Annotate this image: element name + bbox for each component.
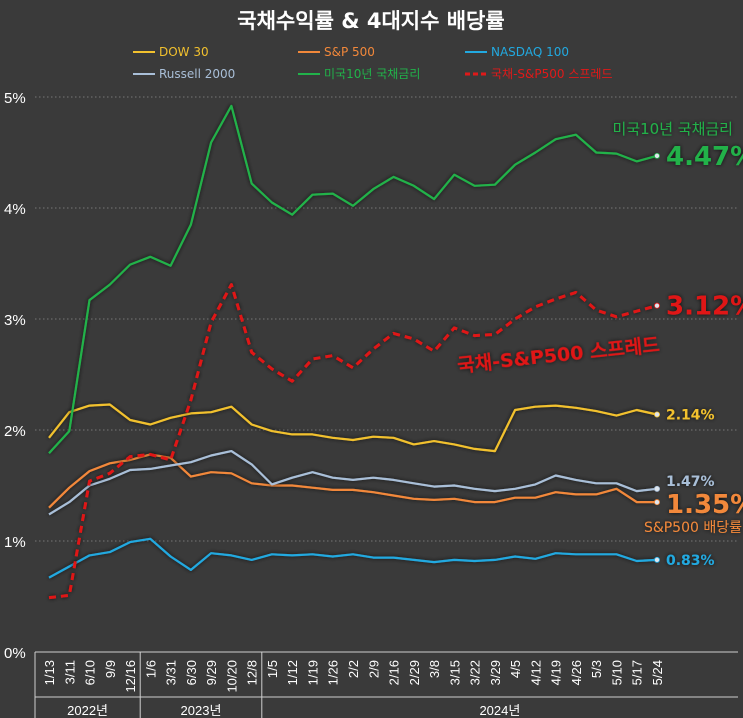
spread-side-label: 국채-S&P500 스프레드 [456, 334, 660, 377]
y-tick-label: 3% [4, 312, 26, 329]
legend-entry: S&P 500 [324, 45, 375, 59]
x-tick-label: 2/9 [366, 660, 381, 678]
y-axis: 0% 1% 2% 3% 4% 5% [4, 90, 26, 662]
x-tick-label: 3/15 [447, 660, 462, 685]
x-tick-label: 1/19 [305, 660, 320, 685]
y-tick-label: 2% [4, 423, 26, 440]
x-tick-label: 3/11 [62, 660, 77, 684]
x-tick-label: 1/12 [285, 660, 300, 685]
series-line [48, 104, 658, 455]
series-line [48, 283, 658, 600]
x-tick-label: 6/30 [184, 660, 199, 685]
y-tick-label: 4% [4, 201, 26, 218]
x-tick-label: 2/2 [346, 660, 361, 678]
x-tick-label: 4/19 [549, 660, 564, 685]
sp500-dividend-side-label: S&P500 배당률 [644, 520, 742, 536]
x-tick-label: 1/5 [265, 660, 280, 678]
x-tick-label: 9/29 [204, 660, 219, 685]
x-tick-label: 5/17 [630, 660, 645, 685]
legend-entry: DOW 30 [159, 45, 209, 59]
year-group-label: 2024년 [479, 703, 520, 718]
series-end-marker [654, 411, 661, 418]
x-tick-label: 2/29 [407, 660, 422, 685]
x-tick-label: 4/5 [508, 660, 523, 678]
legend: DOW 30 S&P 500 NASDAQ 100 Russell 2000 미국10년… [133, 45, 613, 81]
x-tick-label: 3/22 [468, 660, 483, 685]
x-tick-label: 12/8 [245, 660, 260, 685]
x-tick-label: 4/26 [569, 660, 584, 685]
x-tick-label: 2/16 [387, 660, 402, 685]
x-tick-label: 5/3 [589, 660, 604, 678]
x-tick-label: 5/24 [650, 660, 665, 685]
series-end-marker [654, 152, 661, 159]
y-tick-label: 1% [4, 534, 26, 551]
year-groups: 2022년 2023년 2024년 [34, 652, 738, 718]
series-end-label: 1.35% [666, 490, 743, 520]
series-end-marker [654, 302, 661, 309]
x-tick-label: 9/9 [103, 660, 118, 678]
series-line [48, 403, 658, 453]
legend-entry: 미국10년 국채금리 [324, 67, 420, 81]
grid-lines [35, 96, 738, 542]
x-axis: 1/13 3/11 6/10 9/9 12/16 1/6 3/31 6/30 9/29 10/20… [35, 651, 738, 693]
treasury-side-label: 미국10년 국채금리 [613, 120, 733, 138]
series-line [48, 537, 658, 579]
series-end-label: 3.12% [666, 292, 743, 322]
series-lines [48, 104, 661, 600]
x-tick-label: 10/20 [224, 660, 239, 693]
x-tick-label: 3/29 [488, 660, 503, 685]
year-group-label: 2023년 [181, 703, 222, 718]
legend-entry: NASDAQ 100 [491, 45, 569, 59]
legend-entry: Russell 2000 [159, 67, 235, 81]
x-tick-label: 5/10 [609, 660, 624, 685]
series-end-label: 4.47% [666, 142, 743, 172]
x-tick-label: 1/13 [42, 660, 57, 685]
x-tick-label: 3/8 [427, 660, 442, 678]
series-end-label: 1.47% [666, 474, 715, 490]
chart-title: 국채수익률 & 4대지수 배당률 [237, 9, 504, 33]
year-group-label: 2022년 [67, 703, 108, 718]
series-end-label: 2.14% [666, 407, 715, 423]
series-line [48, 453, 657, 509]
x-tick-label: 3/31 [164, 660, 179, 685]
series-end-marker [654, 485, 661, 492]
y-tick-label: 0% [4, 645, 26, 662]
y-tick-label: 5% [4, 90, 26, 107]
x-tick-label: 12/16 [123, 660, 138, 693]
series-end-label: 0.83% [666, 553, 715, 569]
series-end-marker [654, 499, 661, 506]
x-tick-label: 1/26 [326, 660, 341, 685]
x-tick-label: 6/10 [83, 660, 98, 685]
x-tick-label: 4/12 [528, 660, 543, 685]
series-end-marker [654, 556, 661, 563]
legend-entry: 국채-S&P500 스프레드 [491, 67, 613, 81]
x-tick-label: 1/6 [143, 660, 158, 678]
series-line [48, 450, 658, 516]
